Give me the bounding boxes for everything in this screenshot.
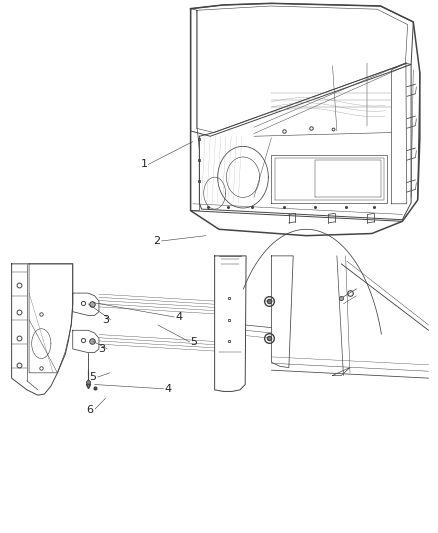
Text: 5: 5 bbox=[89, 372, 96, 382]
Text: 1: 1 bbox=[141, 159, 148, 169]
Text: 3: 3 bbox=[102, 314, 109, 325]
Text: 6: 6 bbox=[86, 405, 93, 415]
Text: 5: 5 bbox=[191, 337, 198, 347]
Text: 4: 4 bbox=[164, 384, 172, 394]
Text: 2: 2 bbox=[153, 236, 161, 246]
Text: 3: 3 bbox=[99, 344, 106, 354]
Text: 4: 4 bbox=[175, 312, 183, 322]
